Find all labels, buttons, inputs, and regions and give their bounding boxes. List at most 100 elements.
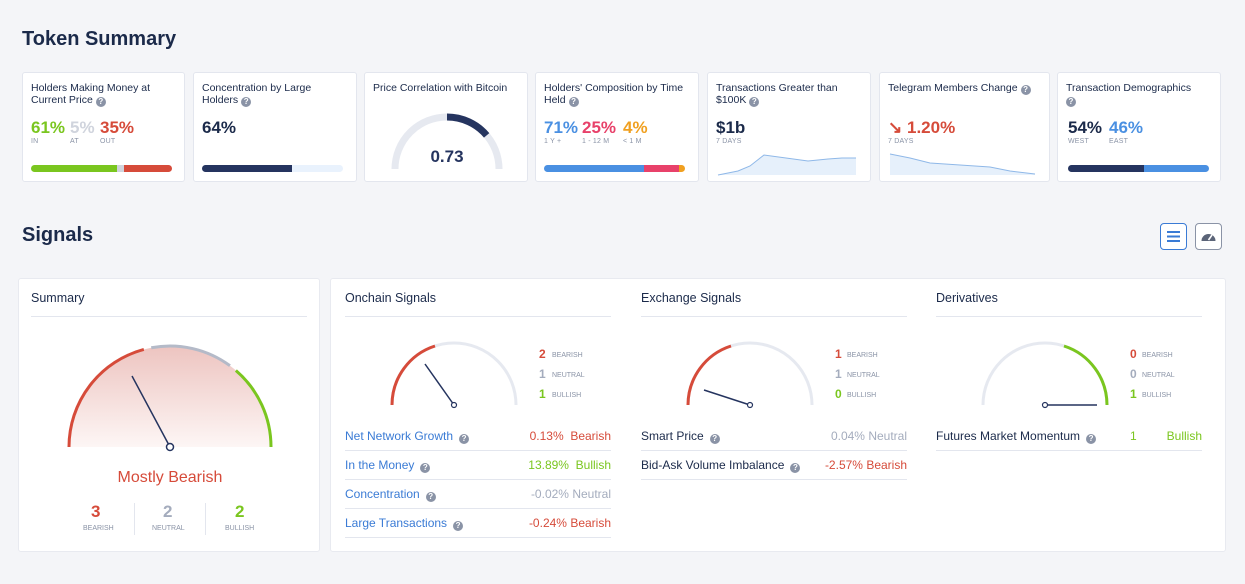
demographics-bar [1068, 165, 1209, 172]
card-title: Holders Making Money at Current Price [31, 82, 151, 106]
holders-making-money-card: Holders Making Money at Current Price? 6… [22, 72, 185, 182]
signal-row-in-the-money[interactable]: In the Money? 13.89% Bullish [345, 451, 611, 480]
summary-neutral-count: 2 [163, 502, 173, 521]
signal-row-concentration[interactable]: Concentration? -0.02% Neutral [345, 480, 611, 509]
signal-row-bid-ask-imbalance[interactable]: Bid-Ask Volume Imbalance? -2.57% Bearish [641, 451, 907, 480]
derivatives-bearish-label: BEARISH [1142, 352, 1173, 359]
long-term-percent: 71% [544, 118, 579, 137]
onchain-neutral-count: 1 [539, 367, 546, 381]
signal-verdict: Bullish [575, 458, 611, 472]
card-title: Transaction Demographics [1066, 82, 1192, 94]
signal-verdict: Bearish [570, 429, 611, 443]
exchange-bullish-count: 0 [835, 387, 842, 401]
signal-row-futures-momentum[interactable]: Futures Market Momentum? 1 Bullish [936, 422, 1202, 451]
signal-row-smart-price[interactable]: Smart Price? 0.04% Neutral [641, 422, 907, 451]
signal-name: Bid-Ask Volume Imbalance [641, 458, 785, 472]
signal-pct: 13.89% [528, 458, 569, 472]
summary-bearish-label: BEARISH [83, 525, 114, 532]
exchange-neutral-count: 1 [835, 367, 842, 381]
list-view-button[interactable] [1160, 223, 1187, 250]
signal-row-net-network-growth[interactable]: Net Network Growth? 0.13% Bearish [345, 422, 611, 451]
summary-gauge [67, 344, 273, 452]
summary-neutral-label: NEUTRAL [152, 525, 185, 532]
exchange-title: Exchange Signals [641, 291, 742, 305]
at-label: AT [70, 138, 79, 145]
west-label: WEST [1068, 138, 1090, 145]
card-title: Concentration by Large Holders [202, 82, 312, 106]
signals-panel: Onchain Signals 2 BEARISH 1 NEUTRAL 1 BU… [330, 278, 1226, 552]
onchain-bullish-label: BULLISH [552, 392, 582, 399]
help-icon[interactable]: ? [709, 434, 720, 444]
concentration-bar [202, 165, 343, 172]
holders-money-bar [31, 165, 172, 172]
telegram-period: 7 DAYS [888, 138, 914, 145]
concentration-value: 64% [202, 118, 237, 137]
help-icon[interactable]: ? [459, 434, 470, 444]
onchain-neutral-label: NEUTRAL [552, 372, 585, 379]
west-percent: 54% [1068, 118, 1103, 137]
telegram-change-value: 1.20% [906, 118, 956, 137]
onchain-gauge [390, 341, 518, 409]
concentration-card: Concentration by Large Holders? 64% [193, 72, 357, 182]
help-icon[interactable]: ? [1020, 85, 1031, 95]
signal-verdict: Bearish [866, 458, 907, 472]
help-icon[interactable]: ? [420, 463, 431, 473]
summary-bullish-label: BULLISH [225, 525, 255, 532]
telegram-sparkline [889, 153, 1036, 175]
help-icon[interactable]: ? [453, 521, 464, 531]
east-label: EAST [1109, 138, 1129, 145]
derivatives-title: Derivatives [936, 291, 998, 305]
arrow-down-right-icon: ↘ [888, 118, 903, 137]
transactions-period: 7 DAYS [716, 138, 742, 145]
short-term-label: < 1 M [623, 138, 642, 145]
signal-verdict: Neutral [572, 487, 611, 501]
summary-panel: Summary Mostly Bearish 3 BEARISH 2 NEUTR… [18, 278, 320, 552]
gauge-icon [1201, 234, 1216, 241]
help-icon[interactable]: ? [749, 97, 760, 107]
signal-pct: -2.57% [824, 458, 863, 472]
summary-bearish-count: 3 [91, 502, 101, 521]
in-label: IN [31, 138, 39, 145]
help-icon[interactable]: ? [1086, 434, 1097, 444]
exchange-bullish-label: BULLISH [847, 392, 877, 399]
exchange-bearish-count: 1 [835, 347, 842, 361]
card-title: Telegram Members Change [888, 82, 1018, 94]
transaction-demographics-card: Transaction Demographics? 54% 46% WEST E… [1057, 72, 1221, 182]
signal-name-link[interactable]: In the Money [345, 458, 415, 472]
help-icon[interactable]: ? [241, 97, 252, 107]
signal-row-large-transactions[interactable]: Large Transactions? -0.24% Bearish [345, 509, 611, 538]
exchange-bearish-label: BEARISH [847, 352, 878, 359]
help-icon[interactable]: ? [568, 97, 579, 107]
signal-pct: 0.04% [830, 429, 865, 443]
short-term-percent: 4% [623, 118, 648, 137]
help-icon[interactable]: ? [95, 97, 106, 107]
signal-verdict: Bearish [570, 516, 611, 530]
mid-term-percent: 25% [582, 118, 617, 137]
correlation-gauge [391, 113, 503, 170]
signal-name: Smart Price [641, 429, 704, 443]
long-term-label: 1 Y + [544, 138, 562, 145]
onchain-bullish-count: 1 [539, 387, 546, 401]
onchain-title: Onchain Signals [345, 291, 437, 305]
telegram-members-card: Telegram Members Change? ↘ 1.20% 7 DAYS [879, 72, 1050, 182]
signal-name: Futures Market Momentum [936, 429, 1081, 443]
help-icon[interactable]: ? [425, 492, 436, 502]
summary-verdict: Mostly Bearish [117, 469, 223, 486]
signal-name-link[interactable]: Net Network Growth [345, 429, 454, 443]
transactions-value: $1b [716, 118, 746, 137]
signal-name-link[interactable]: Large Transactions [345, 516, 448, 530]
gauge-view-button[interactable] [1195, 223, 1222, 250]
out-label: OUT [100, 138, 116, 145]
exchange-neutral-label: NEUTRAL [847, 372, 880, 379]
derivatives-bearish-count: 0 [1130, 347, 1137, 361]
signal-pct: 1 [1129, 429, 1137, 443]
signals-heading: Signals [22, 224, 94, 246]
signal-name-link[interactable]: Concentration [345, 487, 420, 501]
out-percent: 35% [100, 118, 135, 137]
signal-pct: -0.24% [528, 516, 567, 530]
correlation-value: 0.73 [430, 147, 464, 166]
help-icon[interactable]: ? [1066, 97, 1076, 107]
at-percent: 5% [70, 118, 95, 137]
help-icon[interactable]: ? [790, 463, 801, 473]
holders-composition-card: Holders' Composition by Time Held? 71% 2… [535, 72, 699, 182]
